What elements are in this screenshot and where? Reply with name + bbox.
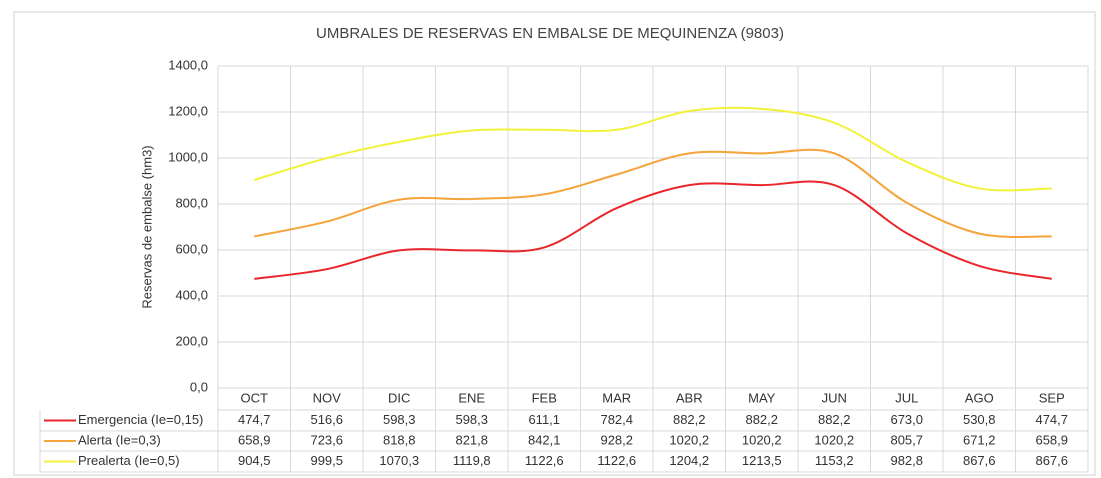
y-tick-label: 0,0 xyxy=(190,379,208,394)
table-value: 598,3 xyxy=(455,412,488,427)
x-tick-label: SEP xyxy=(1039,390,1065,405)
y-tick-label: 800,0 xyxy=(175,195,208,210)
table-value: 1213,5 xyxy=(742,453,782,468)
table-value: 658,9 xyxy=(238,432,271,447)
x-tick-label: FEB xyxy=(532,390,557,405)
x-tick-label: MAY xyxy=(748,390,776,405)
table-value: 671,2 xyxy=(963,432,996,447)
table-value: 1122,6 xyxy=(525,453,564,468)
x-tick-label: MAR xyxy=(602,390,631,405)
table-value: 842,1 xyxy=(528,432,561,447)
table-value: 1119,8 xyxy=(453,453,491,468)
y-tick-label: 200,0 xyxy=(175,333,208,348)
table-value: 782,4 xyxy=(600,412,633,427)
y-tick-label: 1200,0 xyxy=(168,103,208,118)
table-value: 474,7 xyxy=(1035,412,1068,427)
x-tick-label: DIC xyxy=(388,390,410,405)
table-value: 882,2 xyxy=(818,412,851,427)
table-value: 658,9 xyxy=(1035,432,1068,447)
x-tick-label: AGO xyxy=(965,390,994,405)
table-value: 821,8 xyxy=(455,432,488,447)
series-line xyxy=(253,106,1052,192)
x-tick-label: ABR xyxy=(676,390,703,405)
legend-label: Alerta (Ie=0,3) xyxy=(78,432,161,447)
table-value: 516,6 xyxy=(310,412,343,427)
table-value: 999,5 xyxy=(310,453,343,468)
table-value: 805,7 xyxy=(890,432,923,447)
table-value: 882,2 xyxy=(673,412,706,427)
table-value: 1122,6 xyxy=(597,453,636,468)
chart-title: UMBRALES DE RESERVAS EN EMBALSE DE MEQUI… xyxy=(316,25,784,42)
table-value: 598,3 xyxy=(383,412,416,427)
y-tick-label: 400,0 xyxy=(175,287,208,302)
table-value: 867,6 xyxy=(1035,453,1068,468)
y-tick-label: 600,0 xyxy=(175,241,208,256)
x-tick-label: NOV xyxy=(313,390,342,405)
table-value: 928,2 xyxy=(600,432,633,447)
table-value: 723,6 xyxy=(310,432,343,447)
table-value: 818,8 xyxy=(383,432,416,447)
table-value: 882,2 xyxy=(745,412,778,427)
y-axis-label: Reservas de embalse (hm3) xyxy=(139,145,154,308)
table-value: 1153,2 xyxy=(815,453,854,468)
table-value: 904,5 xyxy=(238,453,271,468)
y-tick-label: 1400,0 xyxy=(168,57,208,72)
table-value: 1020,2 xyxy=(814,432,854,447)
x-tick-label: ENE xyxy=(458,390,485,405)
legend-label: Emergencia (Ie=0,15) xyxy=(78,412,203,427)
table-value: 474,7 xyxy=(238,412,271,427)
legend-label: Prealerta (Ie=0,5) xyxy=(78,453,180,468)
table-value: 1020,2 xyxy=(742,432,782,447)
x-tick-label: JUL xyxy=(895,390,918,405)
series-line xyxy=(254,148,1052,238)
x-tick-label: JUN xyxy=(822,390,847,405)
series-line xyxy=(254,180,1052,280)
y-tick-label: 1000,0 xyxy=(168,149,208,164)
table-value: 673,0 xyxy=(890,412,923,427)
x-tick-label: OCT xyxy=(241,390,269,405)
table-value: 1020,2 xyxy=(669,432,709,447)
table-value: 1204,2 xyxy=(669,453,709,468)
table-value: 611,1 xyxy=(528,412,560,427)
table-value: 530,8 xyxy=(963,412,996,427)
table-value: 867,6 xyxy=(963,453,996,468)
table-value: 982,8 xyxy=(890,453,923,468)
table-value: 1070,3 xyxy=(379,453,419,468)
